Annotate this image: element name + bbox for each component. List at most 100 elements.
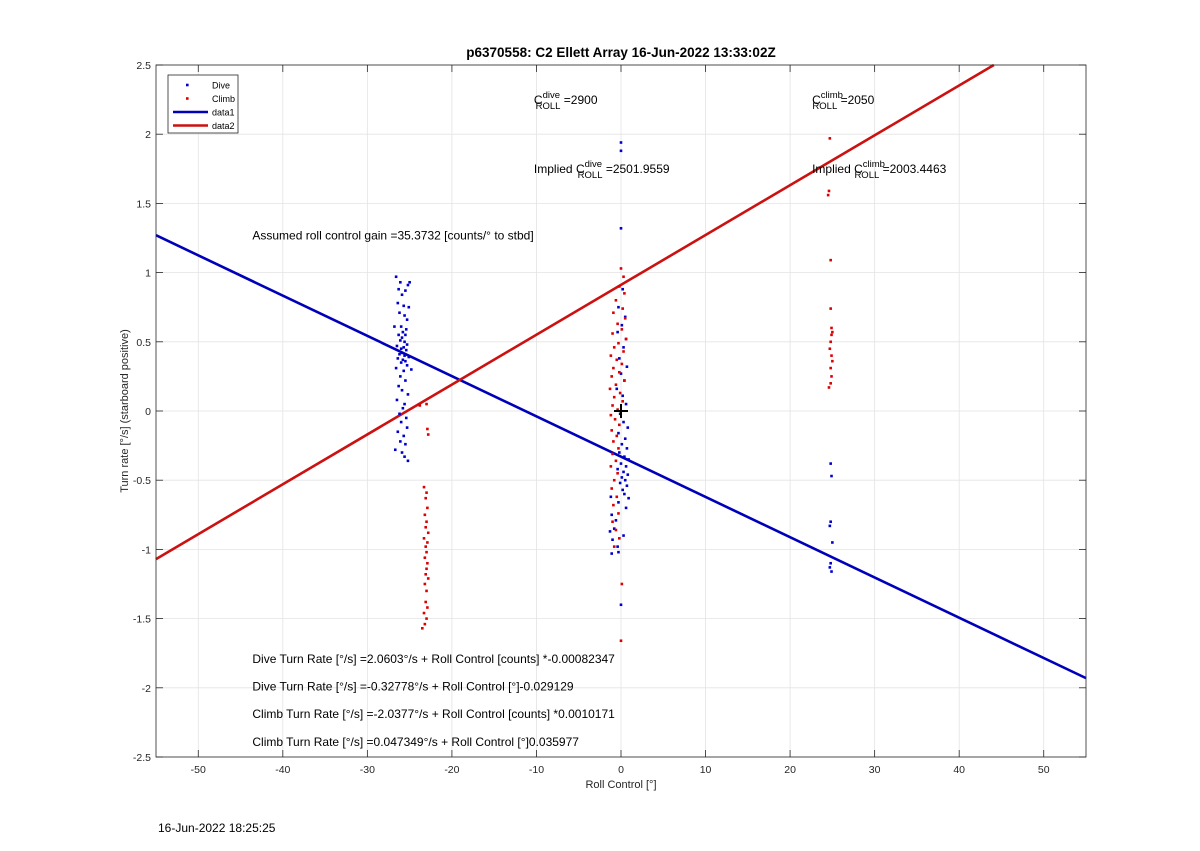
climb-point [617, 447, 620, 450]
x-tick-label: 50 [1038, 764, 1050, 776]
dive-point [620, 323, 624, 327]
annotation-prefix: Implied [812, 162, 854, 176]
climb-point [612, 478, 616, 482]
climb-point [830, 375, 833, 378]
climb-point [612, 503, 615, 507]
climb-point [426, 531, 430, 535]
dive-point [626, 426, 630, 429]
legend: Dive Climb data1 data2 [167, 74, 239, 134]
climb-point [426, 433, 430, 436]
dive-point [623, 478, 627, 482]
x-tick-label: -40 [275, 764, 290, 776]
y-tick-label: 1 [145, 268, 151, 280]
dive-point [616, 467, 619, 471]
dive-point [402, 434, 406, 438]
climb-point [615, 358, 619, 362]
x-tick-label: -30 [360, 764, 375, 776]
dive-point [614, 519, 618, 522]
climb-point [611, 404, 614, 407]
climb-point [421, 626, 424, 630]
dive-point [399, 325, 403, 328]
climb-point [609, 413, 613, 417]
y-axis-label: Turn rate [°/s] (starboard positive) [119, 329, 131, 493]
dive-point [401, 406, 405, 410]
climb-point [612, 311, 615, 315]
climb-point [624, 337, 628, 341]
dive-point [406, 459, 410, 463]
annotation-subscript: ROLL [536, 101, 561, 112]
annotation-implied-dive: Implied Cdive ROLL =2501.9559 [534, 159, 670, 181]
axis-ticks [156, 64, 1086, 758]
dive-point [618, 451, 621, 454]
climb-point [615, 434, 619, 438]
climb-point [426, 427, 429, 431]
dive-point [396, 430, 400, 434]
annotation-value: =2501.9559 [602, 162, 669, 176]
dive-point [399, 339, 402, 342]
climb-point [618, 537, 621, 540]
climb-point [620, 582, 624, 586]
x-tick-label: 40 [953, 764, 965, 776]
climb-point [609, 354, 613, 357]
legend-box [167, 74, 239, 134]
dive-point [403, 354, 406, 357]
climb-point [830, 333, 833, 337]
y-tick-label: -0.5 [133, 475, 151, 487]
y-tick-label: -1 [142, 544, 151, 556]
climb-point [418, 404, 422, 407]
annotation-c-climb: Cclimb ROLL =2050 [812, 90, 875, 112]
climb-point [423, 513, 427, 517]
climb-point [621, 307, 624, 310]
climb-point [618, 370, 621, 374]
climb-point [615, 495, 619, 499]
legend-marker-dive [186, 83, 189, 87]
climb-point [423, 582, 427, 586]
annotation-c-dive: Cdive ROLL =2900 [534, 90, 598, 112]
dive-point [399, 440, 402, 443]
dive-point [402, 346, 406, 349]
annotation-eq-climb-counts: Climb Turn Rate [°/s] =-2.0377°/s + Roll… [252, 707, 615, 721]
climb-point [610, 487, 613, 490]
climb-point [614, 528, 618, 532]
dive-point [624, 506, 628, 510]
dive-point [397, 287, 400, 291]
dive-point [829, 462, 832, 465]
annotation-value: =2900 [560, 93, 597, 107]
y-tick-label: 0.5 [136, 337, 151, 349]
climb-point [611, 520, 614, 524]
dive-point [617, 431, 620, 435]
climb-point [425, 567, 428, 571]
chart-title: p6370558: C2 Ellett Array 16-Jun-2022 13… [466, 45, 775, 60]
x-tick-label: -20 [444, 764, 459, 776]
dive-point [408, 280, 411, 284]
dive-point [402, 369, 406, 373]
y-tick-label: 0 [145, 406, 151, 418]
x-tick-label: 20 [784, 764, 796, 776]
climb-point [829, 307, 832, 310]
dive-point [404, 442, 407, 446]
annotation-symbol: C [812, 93, 821, 107]
dive-point [625, 484, 629, 488]
fit-line-data2 [155, 63, 995, 561]
annotation-superscript: dive [543, 90, 560, 101]
dive-point [625, 447, 629, 450]
dive-point [395, 398, 399, 402]
climb-point [827, 386, 831, 389]
climb-point [623, 292, 626, 295]
climb-point [828, 137, 832, 140]
dive-point [610, 513, 613, 517]
climb-point [612, 545, 616, 548]
climb-point [614, 298, 618, 302]
y-tick-label: -1.5 [133, 614, 151, 626]
climb-point [424, 573, 427, 576]
annotation-superscript: climb [821, 90, 843, 101]
dive-point [617, 501, 620, 504]
dive-point [627, 496, 630, 500]
dive-point [612, 527, 616, 530]
dive-point [404, 328, 408, 331]
dive-point [406, 283, 410, 287]
dive-point [828, 566, 832, 569]
climb-point [618, 391, 622, 395]
dive-point [401, 358, 405, 362]
dive-point [626, 473, 630, 476]
